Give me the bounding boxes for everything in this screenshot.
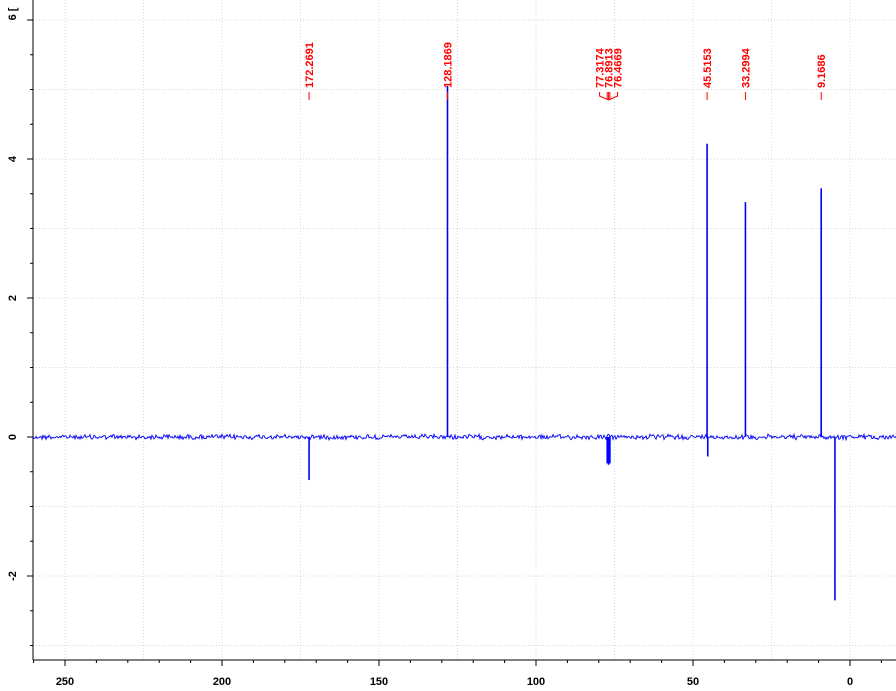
y-axis-label-partial: 6 [: [7, 7, 19, 20]
spectrum-plot: [32, 86, 896, 601]
peak-label: 128.1869: [442, 42, 454, 88]
axes: 250 200 150 100 50 0 4 2 0 -2: [7, 0, 896, 688]
peak-cluster-bracket: [599, 92, 619, 101]
peak-label: 33.2994: [740, 47, 752, 88]
peak-label: 45.5153: [702, 48, 714, 88]
grid-lines: [33, 0, 896, 660]
peak-label: 76.8913: [604, 48, 616, 88]
x-tick-label: 250: [56, 676, 74, 688]
x-tick-label: 50: [687, 676, 699, 688]
x-tick-label: 150: [370, 676, 388, 688]
y-tick-label: 0: [7, 434, 19, 440]
y-tick-label: 4: [7, 155, 19, 162]
peak-label: 76.4669: [613, 48, 625, 88]
x-tick-label: 200: [213, 676, 231, 688]
x-tick-label: 0: [847, 676, 853, 688]
y-tick-label: -2: [7, 571, 19, 581]
spectrum-baseline: [32, 432, 896, 442]
peak-label: 77.3174: [595, 47, 607, 88]
x-tick-label: 100: [527, 676, 545, 688]
peak-label: 172.2691: [304, 42, 316, 88]
y-tick-label: 2: [7, 295, 19, 301]
peak-label: 9.1686: [816, 54, 828, 88]
